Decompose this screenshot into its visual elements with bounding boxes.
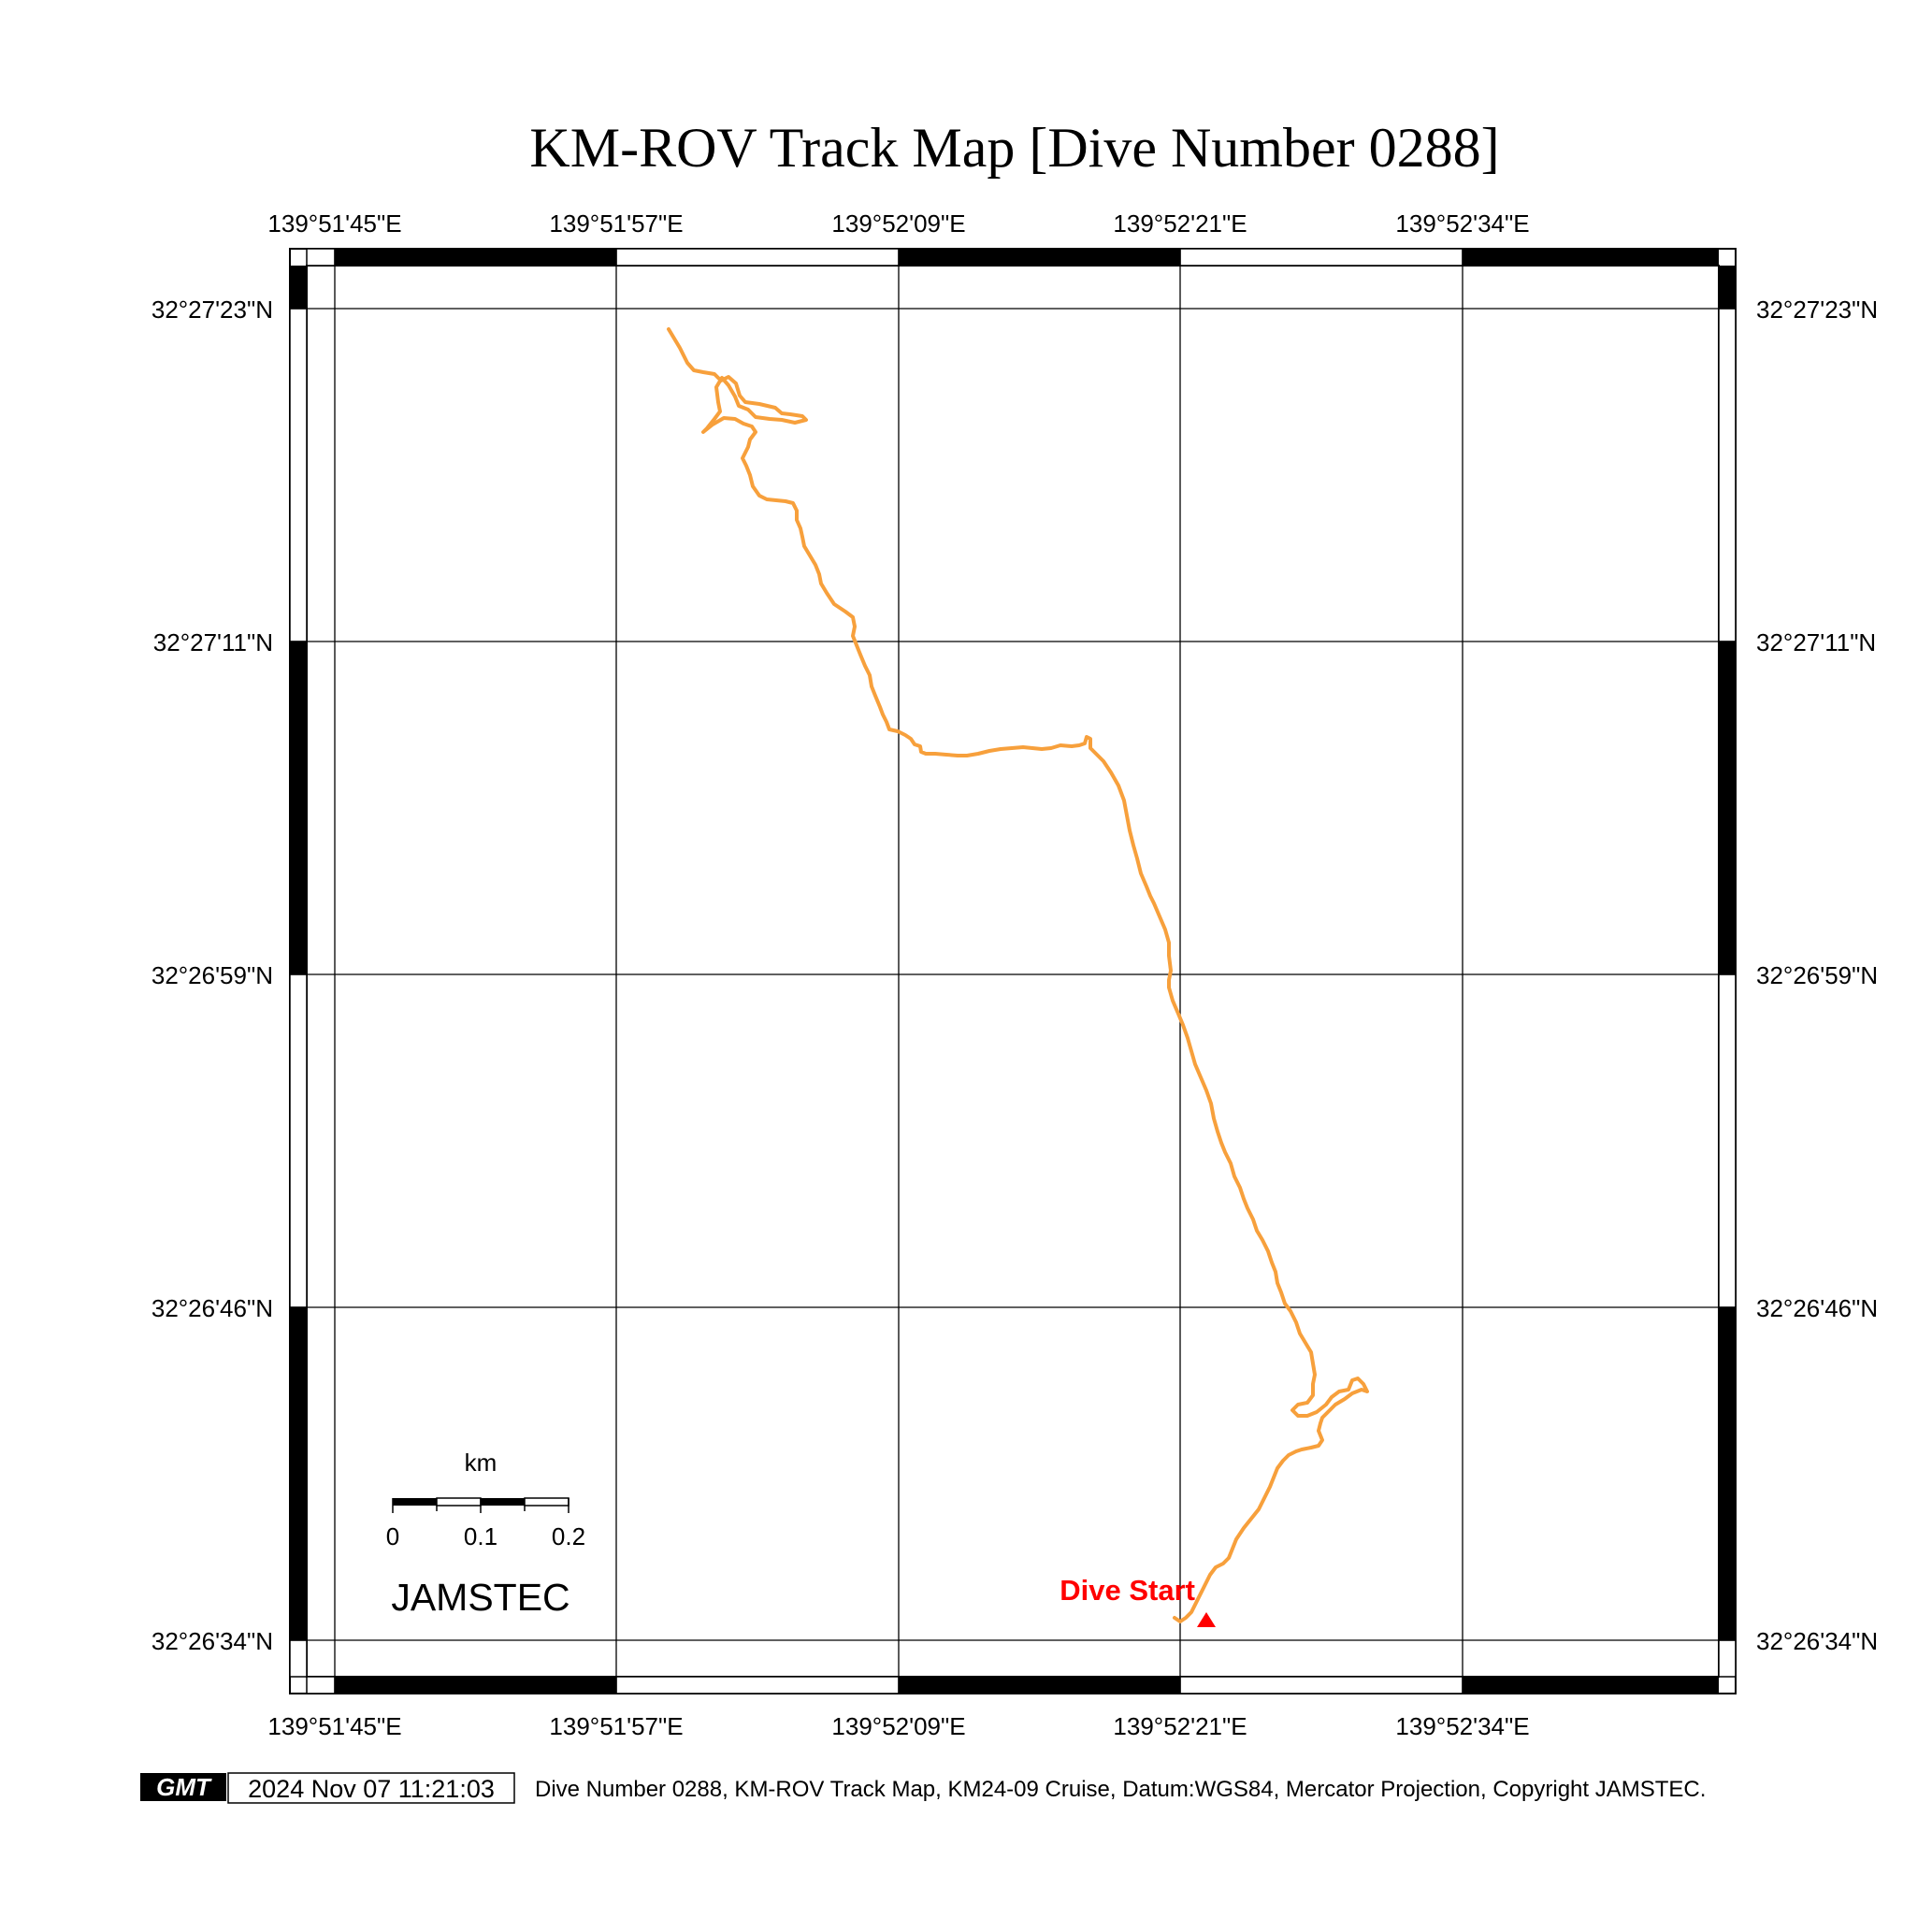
lat-label: 32°26'59"N: [151, 961, 273, 989]
lat-label: 32°27'23"N: [151, 296, 273, 324]
lat-label: 32°27'23"N: [1756, 296, 1878, 324]
scale-bar: km 0 0.1 0.2: [386, 1449, 585, 1550]
lon-label: 139°52'21"E: [1113, 209, 1247, 238]
map-boundary: [306, 265, 1720, 1678]
lat-label: 32°26'34"N: [151, 1627, 273, 1655]
dive-start-label: Dive Start: [1060, 1574, 1195, 1607]
lon-labels-top: 139°51'45"E 139°51'57"E 139°52'09"E 139°…: [267, 209, 1529, 238]
dive-start-marker: [1197, 1612, 1216, 1627]
lat-label: 32°26'59"N: [1756, 961, 1878, 989]
lon-label: 139°51'45"E: [267, 209, 401, 238]
frame-band-left: [289, 266, 308, 1678]
lat-label: 32°26'46"N: [151, 1294, 273, 1322]
lon-label: 139°52'09"E: [831, 1712, 965, 1740]
lon-label: 139°52'09"E: [831, 209, 965, 238]
footer-caption: Dive Number 0288, KM-ROV Track Map, KM24…: [535, 1777, 1706, 1802]
timestamp-box: [227, 1772, 515, 1804]
lon-label: 139°52'34"E: [1395, 1712, 1529, 1740]
org-label: JAMSTEC: [391, 1576, 570, 1619]
lat-label: 32°26'46"N: [1756, 1294, 1878, 1322]
graticule: [290, 249, 1736, 1694]
lon-labels-bottom: 139°51'45"E 139°51'57"E 139°52'09"E 139°…: [267, 1712, 1529, 1740]
scale-tick-label: 0: [386, 1522, 399, 1550]
frame-band-right: [1718, 266, 1737, 1678]
lon-label: 139°52'34"E: [1395, 209, 1529, 238]
footer: GMT 2024 Nov 07 11:21:03 Dive Number 028…: [140, 1772, 1706, 1804]
lat-label: 32°27'11"N: [1756, 628, 1876, 656]
gmt-logo: [140, 1773, 226, 1801]
lon-label: 139°51'45"E: [267, 1712, 401, 1740]
scale-tick-label: 0.2: [552, 1522, 585, 1550]
lat-labels-left: 32°27'23"N 32°27'11"N 32°26'59"N 32°26'4…: [151, 296, 273, 1655]
frame-band-bottom: [306, 1676, 1719, 1694]
lat-labels-right: 32°27'23"N 32°27'11"N 32°26'59"N 32°26'4…: [1756, 296, 1878, 1655]
lon-label: 139°51'57"E: [549, 1712, 683, 1740]
map-title: KM-ROV Track Map [Dive Number 0288]: [529, 117, 1499, 179]
scale-tick-label: 0.1: [464, 1522, 497, 1550]
rov-track: [667, 327, 1369, 1623]
gmt-logo-text: GMT: [156, 1773, 212, 1801]
frame-band-top: [306, 248, 1719, 267]
lon-label: 139°52'21"E: [1113, 1712, 1247, 1740]
timestamp: 2024 Nov 07 11:21:03: [248, 1775, 495, 1803]
lat-label: 32°26'34"N: [1756, 1627, 1878, 1655]
scale-unit-label: km: [465, 1449, 497, 1477]
lat-label: 32°27'11"N: [153, 628, 273, 656]
lon-label: 139°51'57"E: [549, 209, 683, 238]
